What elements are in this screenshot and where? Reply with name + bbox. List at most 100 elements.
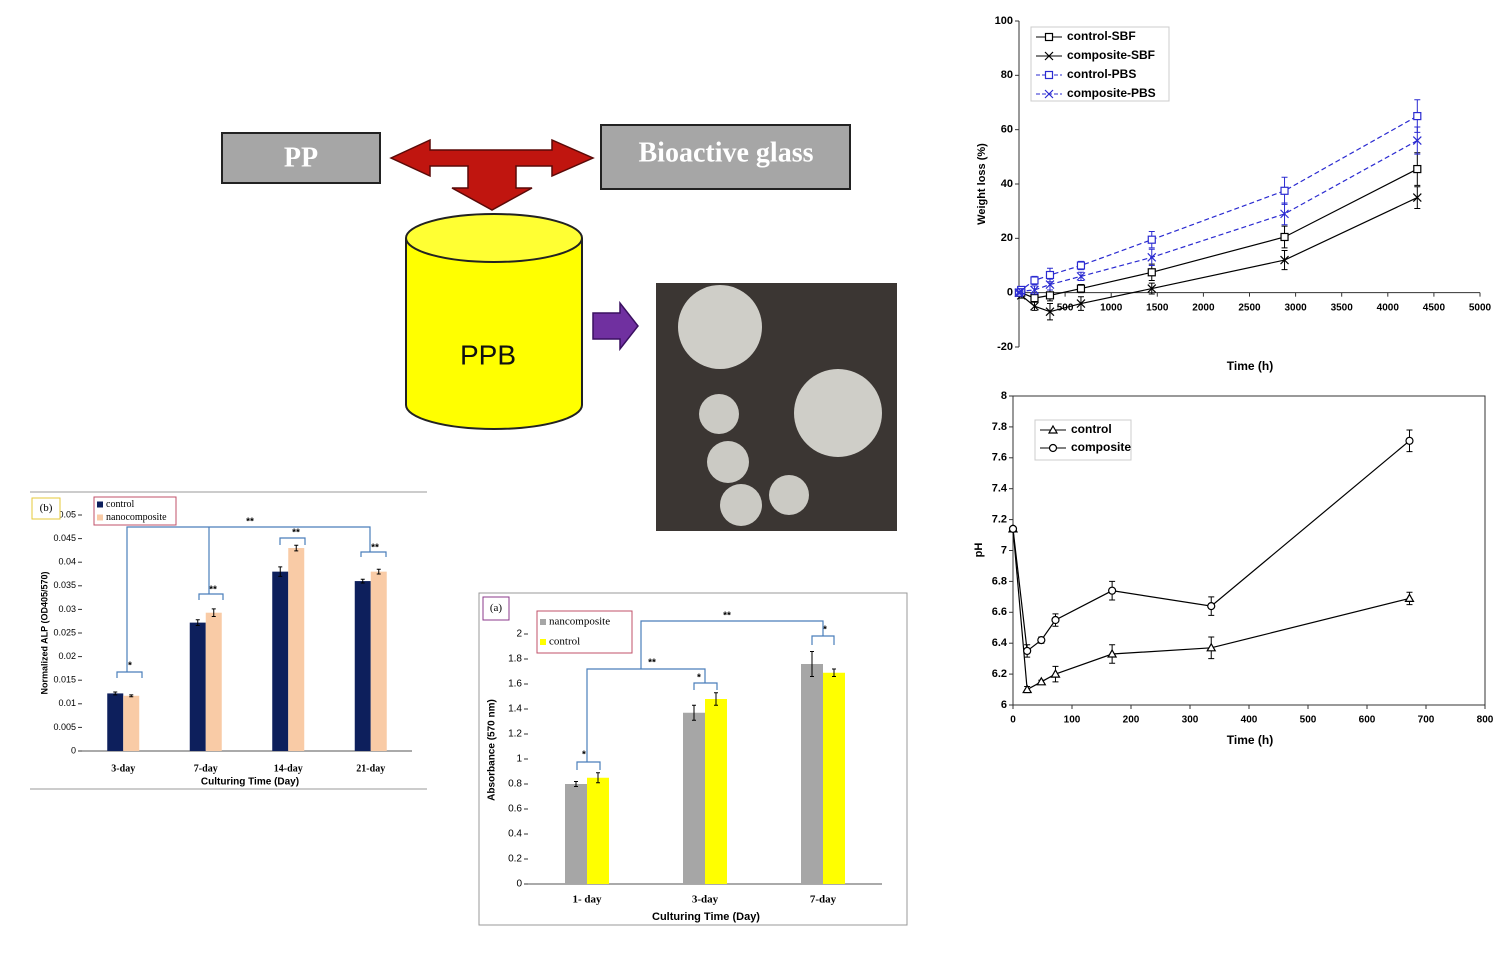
- significance-bracket: [811, 635, 835, 645]
- point: [1206, 642, 1217, 652]
- point: [1412, 193, 1422, 203]
- x-tick-label: 4000: [1377, 302, 1400, 313]
- y-tick-label: 0.01: [58, 698, 76, 708]
- disc: [707, 441, 749, 483]
- x-tick-label: 7-day: [810, 894, 837, 906]
- point: [1044, 70, 1054, 80]
- point: [1280, 186, 1289, 195]
- y-axis-label: pH: [973, 543, 985, 558]
- point: [1023, 646, 1032, 656]
- legend-label: control-PBS: [1067, 67, 1136, 81]
- panel-label: (b): [40, 502, 53, 514]
- error-bar: [195, 619, 200, 626]
- legend-label: composite-PBS: [1067, 86, 1156, 100]
- bar: [801, 664, 823, 884]
- cylinder-body: [405, 238, 583, 430]
- y-tick-label: 0.045: [53, 533, 76, 543]
- bar: [107, 693, 124, 751]
- y-tick-label: 100: [995, 15, 1013, 27]
- y-tick-label: 7.4: [992, 483, 1008, 495]
- y-tick-label: 6.2: [992, 668, 1007, 680]
- y-tick-label: 0.035: [53, 580, 76, 590]
- panel-label: (a): [490, 602, 503, 614]
- y-tick-label: 0.005: [53, 722, 76, 732]
- y-tick-label: 7.6: [992, 452, 1007, 464]
- point: [1044, 89, 1054, 99]
- point: [1045, 270, 1055, 280]
- point: [1030, 276, 1039, 285]
- disc: [769, 475, 809, 515]
- point: [1405, 436, 1414, 445]
- point: [1404, 593, 1415, 602]
- x-tick-label: 1000: [1100, 302, 1123, 313]
- y-tick-label: 0.04: [58, 557, 76, 567]
- x-tick-label: 7-day: [194, 763, 218, 774]
- y-tick-label: 0.015: [53, 675, 76, 685]
- point: [1147, 284, 1157, 294]
- y-tick-label: 6.8: [992, 575, 1007, 587]
- x-tick-label: 0: [1010, 715, 1016, 726]
- result-arrow: [592, 300, 639, 352]
- y-tick-label: 0.6: [508, 804, 522, 815]
- point: [1207, 602, 1216, 611]
- y-tick-label: 0.8: [508, 779, 522, 790]
- significance-bracket: [360, 551, 387, 557]
- significance-bracket: [576, 761, 601, 770]
- join-arrow: [389, 138, 595, 211]
- legend-label: composite: [1071, 440, 1131, 454]
- bar: [823, 672, 845, 884]
- significance-bracket: [198, 593, 224, 600]
- significance-bracket: [116, 671, 143, 678]
- y-tick-label: 2: [516, 629, 522, 640]
- point: [1108, 586, 1117, 595]
- y-tick-label: 0.4: [508, 829, 522, 840]
- bar: [683, 712, 705, 884]
- bar: [354, 581, 371, 751]
- bar: [272, 571, 289, 751]
- disc: [678, 285, 762, 369]
- x-tick-label: 3-day: [692, 894, 719, 906]
- legend-label: nancomposite: [549, 616, 610, 628]
- legend-label: control: [1071, 422, 1112, 436]
- y-axis-label: Absorbance (570 nm): [487, 699, 498, 801]
- significance-label: **: [246, 517, 254, 528]
- x-tick-label: 2000: [1192, 302, 1215, 313]
- significance-bracket: [586, 668, 706, 762]
- legend-box: [1030, 26, 1170, 102]
- significance-bracket: [126, 526, 371, 672]
- point: [1047, 424, 1059, 434]
- x-tick-label: 1500: [1146, 302, 1169, 313]
- error-bar: [714, 692, 718, 706]
- point: [1008, 524, 1018, 533]
- y-tick-label: 0.02: [58, 651, 76, 661]
- bar: [370, 571, 387, 751]
- y-tick-label: 1.4: [508, 704, 522, 715]
- y-tick-label: 80: [1001, 69, 1013, 81]
- point: [1280, 232, 1289, 242]
- point: [1147, 235, 1156, 244]
- y-tick-label: 1.8: [508, 654, 522, 665]
- x-tick-label: 14-day: [274, 763, 303, 774]
- significance-label: **: [723, 611, 731, 622]
- point: [1044, 32, 1054, 42]
- point: [1030, 285, 1039, 295]
- panel-frame: [30, 491, 427, 790]
- bar: [288, 548, 305, 751]
- x-tick-label: 500: [1300, 715, 1317, 726]
- x-tick-label: 3500: [1331, 302, 1354, 313]
- point: [1076, 261, 1086, 270]
- point: [1076, 299, 1086, 308]
- x-tick-label: 300: [1182, 715, 1199, 726]
- error-bar: [129, 694, 134, 698]
- point: [1048, 443, 1058, 453]
- point: [1044, 51, 1054, 61]
- x-axis-label: Culturing Time (Day): [201, 777, 299, 788]
- disc: [699, 394, 739, 434]
- significance-label: *: [128, 661, 132, 672]
- panel-label-box: [31, 497, 61, 520]
- panel-label-box: [482, 596, 510, 621]
- bar: [705, 699, 727, 884]
- point: [1280, 209, 1289, 219]
